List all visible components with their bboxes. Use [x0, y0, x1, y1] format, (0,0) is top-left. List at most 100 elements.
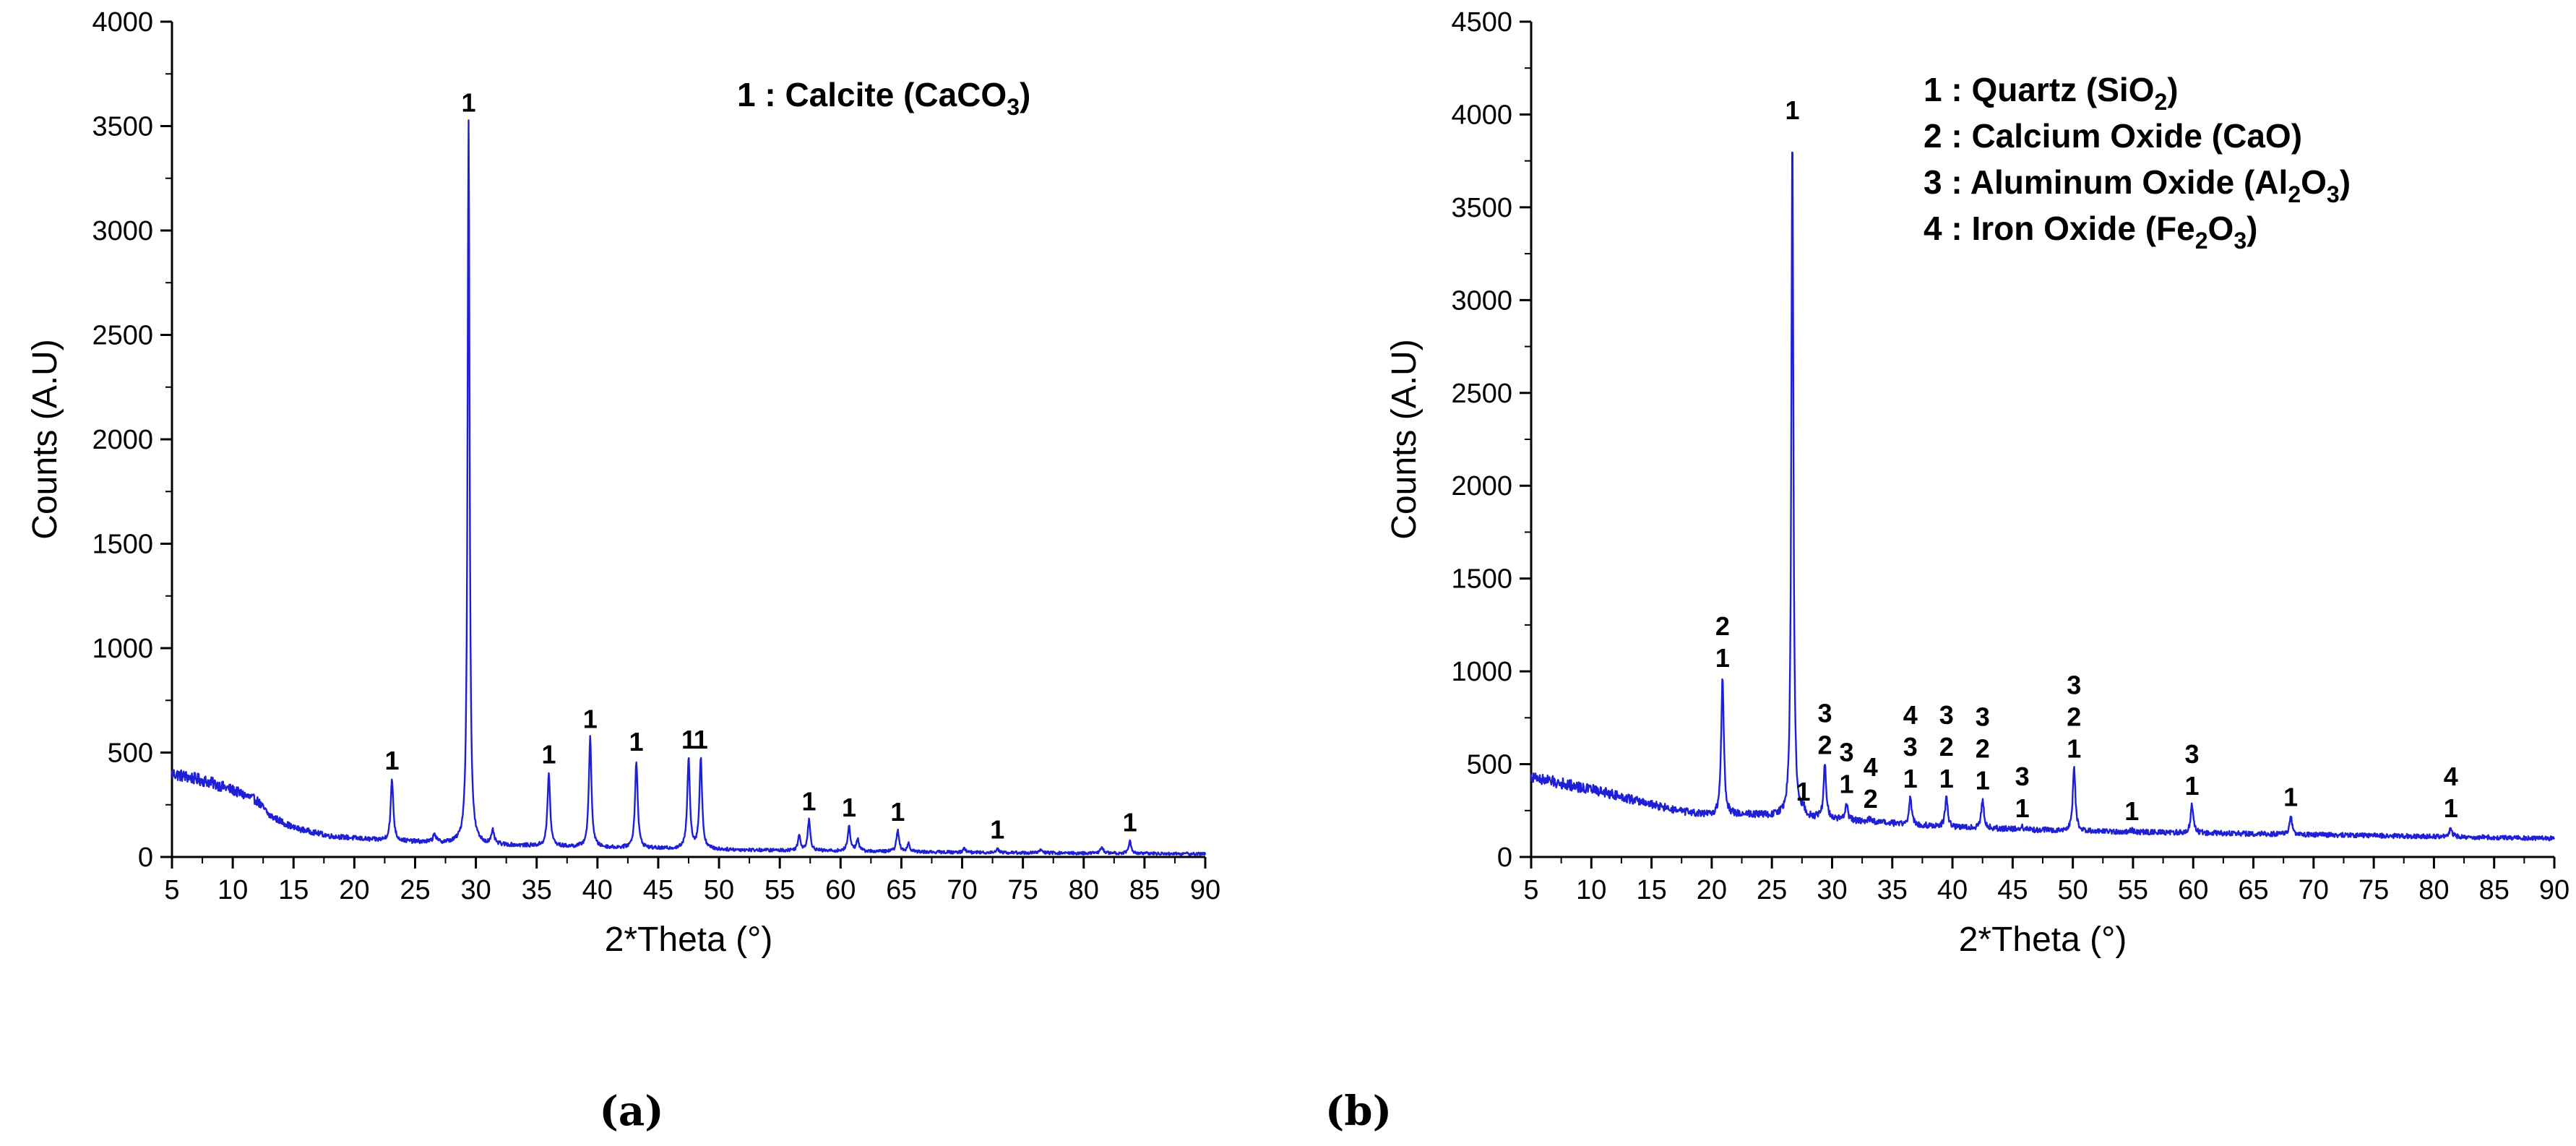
x-tick-label: 5	[1523, 875, 1538, 905]
y-tick-label: 2000	[92, 425, 153, 455]
peak-label: 4	[2444, 762, 2458, 791]
y-tick-label: 0	[138, 843, 153, 873]
y-tick-label: 0	[1497, 843, 1512, 873]
panel-a-calcite-chart: 5 10 15 20 25 30 35 40 45 50 55 60 65 70 75 80 85 90 0 500 1…	[26, 7, 1220, 959]
peak-label: 1	[1976, 765, 1990, 795]
peak-label: 1	[990, 814, 1004, 844]
y-tick-label: 3500	[1451, 193, 1512, 223]
spectrum-line	[1530, 151, 2555, 842]
peak-label: 1	[1785, 95, 1799, 125]
legend-text: )	[2167, 71, 2178, 108]
peak-label: 1	[384, 746, 399, 775]
x-tick-label: 75	[2359, 875, 2389, 905]
peak-label: 2	[1715, 611, 1730, 641]
y-tick-label: 2500	[92, 321, 153, 351]
y-tick-label: 1000	[92, 634, 153, 664]
x-tick-label: 25	[400, 875, 430, 905]
peak-label: 1	[1796, 777, 1810, 806]
x-tick-label: 55	[2118, 875, 2148, 905]
x-tick-label: 40	[582, 875, 613, 905]
x-tick-label: 45	[643, 875, 673, 905]
legend-text: 1 : Quartz (SiO	[1924, 71, 2154, 108]
peak-label: 1	[890, 797, 905, 827]
peak-label: 3	[2015, 762, 2030, 791]
legend-text: 2 : Calcium Oxide (CaO)	[1924, 117, 2302, 155]
x-tick-label: 15	[1636, 875, 1666, 905]
x-tick-label: 80	[1069, 875, 1099, 905]
legend-subscript: 3	[2233, 228, 2247, 254]
peak-label: 3	[1903, 732, 1918, 762]
x-tick-label: 85	[1129, 875, 1160, 905]
legend-text: 4 : Iron Oxide (Fe	[1924, 210, 2195, 247]
panel-b-mixture-chart: 5 10 15 20 25 30 35 40 45 50 55 60 65 70 75 80 85 90 0 500 1…	[1288, 0, 2576, 1146]
legend-subscript: 3	[2327, 181, 2340, 207]
xrd-chart-b: 5 10 15 20 25 30 35 40 45 50 55 60 65 70 75 80 85 90 0 500 1…	[1385, 7, 2569, 959]
peak-label: 2	[1976, 733, 1990, 763]
peak-label: 2	[1817, 731, 1832, 760]
x-tick-label: 55	[764, 875, 795, 905]
peak-label: 1	[2444, 793, 2458, 823]
peak-label: 2	[2067, 702, 2081, 732]
x-tick-label: 70	[2299, 875, 2329, 905]
legend-text: )	[1020, 76, 1030, 113]
peak-label: 1	[542, 739, 556, 769]
y-tick-label: 1500	[92, 530, 153, 560]
peak-label: 1	[681, 725, 696, 754]
y-tick-label: 500	[1467, 750, 1512, 780]
legend-text: 1 : Calcite (CaCO	[737, 76, 1007, 113]
peak-label: 4	[1864, 752, 1878, 782]
legend-text: O	[2208, 210, 2234, 247]
peak-label: 1	[2124, 796, 2139, 826]
x-tick-label: 50	[2058, 875, 2088, 905]
x-tick-label: 35	[1877, 875, 1908, 905]
y-tick-label: 3000	[92, 216, 153, 246]
legend-text: O	[2301, 163, 2327, 201]
y-tick-label: 4500	[1451, 7, 1512, 38]
peak-label: 3	[1839, 738, 1853, 767]
y-tick-label: 1500	[1451, 564, 1512, 595]
x-tick-label: 90	[2539, 875, 2569, 905]
x-tick-label: 65	[886, 875, 916, 905]
peak-label: 1	[2185, 771, 2200, 801]
x-tick-label: 10	[1576, 875, 1606, 905]
x-tick-label: 30	[460, 875, 491, 905]
x-tick-label: 75	[1008, 875, 1038, 905]
legend-text: 3 : Aluminum Oxide (Al	[1924, 163, 2288, 201]
x-tick-label: 80	[2418, 875, 2449, 905]
legend-subscript: 2	[2195, 228, 2208, 254]
x-tick-label: 45	[1997, 875, 2028, 905]
peak-label: 1	[802, 786, 817, 816]
x-tick-label: 65	[2238, 875, 2268, 905]
y-axis-label: Counts (A.U)	[1385, 339, 1423, 539]
peak-label: 1	[461, 88, 475, 118]
legend-entry: 4 : Iron Oxide (Fe2​O3​)	[1924, 210, 2257, 254]
peak-label: 1	[2067, 734, 2081, 764]
xrd-chart-a: 5 10 15 20 25 30 35 40 45 50 55 60 65 70 75 80 85 90 0 500 1…	[26, 7, 1220, 959]
x-tick-label: 10	[217, 875, 248, 905]
peak-label: 2	[1864, 784, 1878, 814]
x-tick-label: 70	[947, 875, 977, 905]
x-tick-label: 60	[2178, 875, 2208, 905]
peak-label: 3	[2067, 671, 2081, 700]
y-tick-label: 500	[108, 738, 153, 769]
x-tick-label: 90	[1190, 875, 1220, 905]
peak-label: 3	[1939, 700, 1954, 730]
x-tick-label: 30	[1817, 875, 1847, 905]
legend-subscript: 2	[2288, 181, 2301, 207]
y-tick-label: 3500	[92, 112, 153, 142]
y-tick-label: 3000	[1451, 285, 1512, 316]
peak-label: 1	[1715, 643, 1730, 673]
peak-label: 1	[1939, 764, 1954, 793]
peak-label: 1	[694, 725, 708, 754]
peak-label: 3	[2185, 739, 2200, 769]
y-tick-label: 4000	[1451, 100, 1512, 130]
x-axis-label: 2*Theta (°)	[1959, 921, 2127, 959]
peak-label: 1	[2015, 793, 2030, 823]
x-tick-label: 15	[278, 875, 309, 905]
x-tick-label: 50	[704, 875, 734, 905]
legend-subscript: 3	[1007, 94, 1020, 120]
spectrum-line	[171, 119, 1207, 856]
peak-label: 1	[2283, 782, 2298, 811]
peak-label: 1	[583, 704, 598, 733]
x-tick-label: 60	[825, 875, 856, 905]
